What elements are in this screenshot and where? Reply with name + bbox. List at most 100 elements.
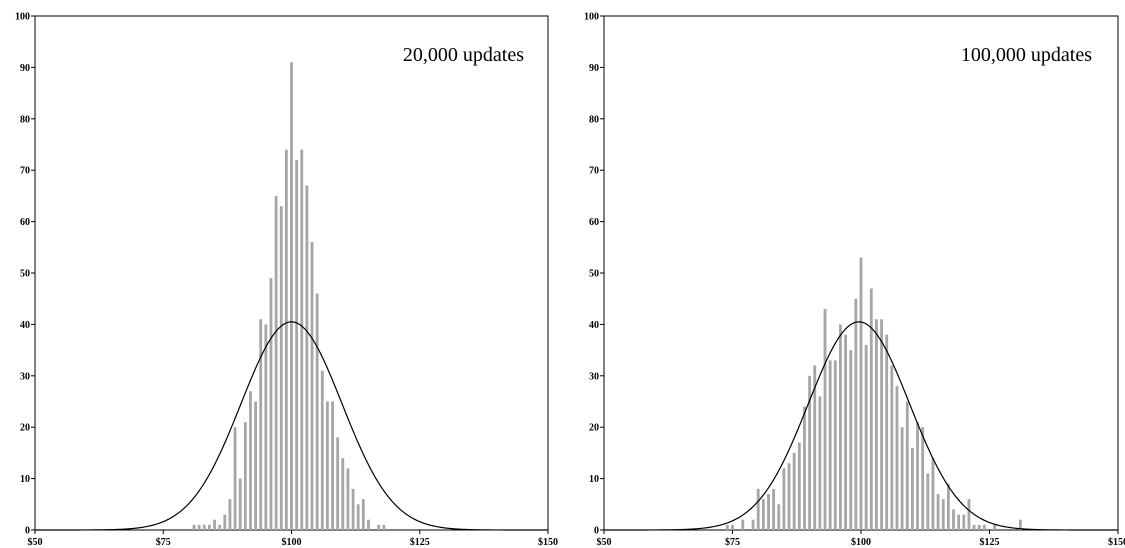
histogram-bar (243, 422, 247, 530)
normal-curve-line (604, 321, 1118, 531)
histogram-bar (202, 524, 206, 530)
histogram-bar (854, 298, 858, 530)
y-tick-label: 100 (15, 12, 30, 23)
histogram-bar (900, 427, 904, 530)
histogram-bar (192, 524, 196, 530)
x-tick-label: $125 (410, 537, 430, 548)
histogram-bar (782, 468, 786, 530)
histogram-bar (967, 499, 971, 530)
y-tick-label: 30 (589, 371, 599, 382)
histogram-bar (761, 499, 765, 530)
y-tick-label: 60 (589, 217, 599, 228)
histogram-bar (982, 524, 986, 530)
histogram-bar (300, 149, 304, 530)
histogram-bar (844, 334, 847, 530)
x-tick-label: $50 (597, 537, 612, 548)
histogram-bar (767, 494, 770, 530)
histogram-bar (864, 344, 868, 530)
histogram-bar (936, 494, 940, 530)
y-tick-label: 0 (25, 526, 30, 537)
histogram-bar (305, 185, 309, 530)
y-tick-label: 20 (20, 423, 30, 434)
histogram-bar (828, 360, 832, 530)
panel-annotation: 20,000 updates (403, 44, 524, 66)
histogram-bar (946, 483, 950, 530)
histogram-bar (859, 257, 863, 530)
histogram-bar (320, 370, 324, 530)
x-tick-label: $100 (282, 537, 302, 548)
histogram-bar (264, 324, 268, 530)
y-tick-label: 30 (20, 371, 30, 382)
histogram-bar (875, 319, 878, 530)
histogram-bar (910, 447, 914, 530)
x-tick-label: $150 (538, 537, 558, 548)
histogram-bar (346, 468, 350, 530)
histogram-bar (787, 463, 791, 530)
histogram-bar (895, 386, 899, 530)
histogram-bar (213, 519, 216, 530)
histogram-bar (274, 195, 278, 530)
x-tick-label: $150 (1108, 537, 1125, 548)
histogram-bar (957, 514, 961, 530)
histogram-bar (356, 504, 360, 530)
histogram-bar (351, 488, 355, 530)
histogram-bar (905, 401, 909, 530)
histogram-bar (777, 504, 781, 530)
histogram-bar (921, 427, 925, 530)
histogram-bar (341, 458, 345, 530)
histogram-bar (731, 524, 734, 530)
histogram-bar (741, 519, 745, 530)
histogram-bar (803, 406, 806, 530)
y-tick-label: 40 (589, 320, 599, 331)
histogram-bar (284, 149, 288, 530)
histogram-bar (849, 350, 853, 530)
histogram-bar (269, 278, 273, 530)
histogram-panel-100000-updates: 0 10 20 30 40 50 60 70 80 90 100 $50 $75 $100 $125 $150… (584, 12, 1125, 548)
histogram-bar (197, 524, 201, 530)
histogram-bar (223, 514, 227, 530)
histogram-bar (962, 514, 966, 530)
y-tick-label: 10 (589, 474, 599, 485)
y-tick-label: 50 (20, 269, 30, 280)
histogram-bar (833, 360, 837, 530)
histogram-bar (310, 242, 314, 530)
x-tick-label: $75 (156, 537, 171, 548)
histogram-bar (238, 478, 242, 530)
histogram-bar (772, 488, 776, 530)
histogram-bar (290, 62, 293, 530)
histogram-bar (382, 524, 386, 530)
histogram-panel-20000-updates: 0 10 20 30 40 50 60 70 80 90 100 $50 $75 $100 $125 $150… (15, 12, 558, 548)
y-tick-label: 90 (20, 63, 30, 74)
panel-annotation: 100,000 updates (961, 44, 1092, 66)
histogram-bar (792, 452, 796, 530)
x-tick-label: $50 (28, 537, 43, 548)
histogram-bar (977, 524, 981, 530)
y-tick-label: 80 (589, 114, 599, 125)
histogram-bar (228, 499, 232, 530)
x-tick-label: $125 (980, 537, 1000, 548)
y-tick-label: 70 (20, 166, 30, 177)
histogram-bar (279, 206, 283, 530)
y-tick-label: 0 (594, 526, 599, 537)
histogram-bar (823, 308, 827, 530)
histogram-bar (818, 396, 822, 530)
histogram-bar (218, 524, 222, 530)
y-tick-label: 100 (584, 12, 599, 23)
histogram-bar (880, 319, 883, 530)
histogram-bar (751, 519, 755, 530)
histogram-bar (756, 488, 760, 530)
y-tick-label: 50 (589, 269, 599, 280)
histogram-bar (885, 334, 889, 530)
histogram-bar (931, 458, 935, 530)
histogram-bar (233, 427, 237, 530)
histogram-bar (361, 499, 365, 530)
histogram-bar (1018, 519, 1022, 530)
x-tick-label: $75 (725, 537, 740, 548)
y-tick-label: 40 (20, 320, 30, 331)
histogram-bar (972, 524, 976, 530)
histogram-bar (993, 524, 997, 530)
histogram-bar (295, 159, 299, 531)
histogram-bar (869, 288, 873, 530)
histogram-bar (941, 499, 945, 530)
